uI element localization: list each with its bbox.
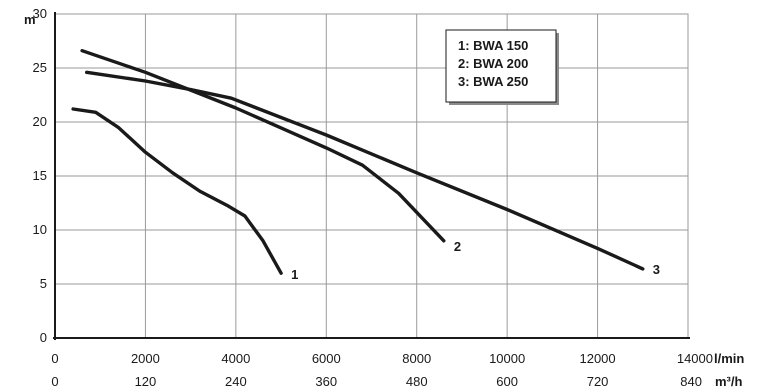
y-tick-label: 5	[40, 276, 47, 291]
x2-tick-label: 480	[406, 374, 428, 389]
curve-label-2: 2	[454, 239, 461, 254]
y-tick-label: 25	[33, 60, 47, 75]
curve-1	[71, 107, 283, 275]
x-tick-label: 4000	[221, 351, 250, 366]
x2-tick-label: 840	[680, 374, 702, 389]
x2-tick-labels: 0 120 240 360 480 600 720 840	[51, 374, 702, 389]
y-tick-label: 0	[40, 330, 47, 345]
x-tick-label: 14000	[677, 351, 713, 366]
legend-entry: 2: BWA 200	[458, 56, 528, 71]
y-tick-label: 20	[33, 114, 47, 129]
y-axis-unit: m	[24, 12, 36, 27]
x2-tick-label: 120	[135, 374, 157, 389]
curve-label-1: 1	[291, 267, 298, 282]
x2-axis-unit: m³/h	[715, 374, 743, 389]
legend: 1: BWA 150 2: BWA 200 3: BWA 250	[445, 29, 559, 105]
curve-3	[85, 70, 645, 271]
x-axis-unit: l/min	[714, 351, 744, 366]
axes	[53, 12, 690, 340]
y-tick-label: 10	[33, 222, 47, 237]
x-tick-label: 10000	[489, 351, 525, 366]
grid	[55, 13, 689, 338]
x-tick-label: 0	[51, 351, 58, 366]
x-tick-label: 12000	[579, 351, 615, 366]
x2-tick-label: 720	[587, 374, 609, 389]
x-tick-label: 2000	[131, 351, 160, 366]
legend-entry: 1: BWA 150	[458, 38, 528, 53]
y-tick-label: 15	[33, 168, 47, 183]
curve-2	[80, 49, 446, 243]
curves: 1 2 3	[71, 49, 660, 282]
x2-tick-label: 0	[51, 374, 58, 389]
x-tick-label: 6000	[312, 351, 341, 366]
legend-entry: 3: BWA 250	[458, 74, 528, 89]
y-tick-label: 30	[33, 6, 47, 21]
x2-tick-label: 360	[315, 374, 337, 389]
y-tick-labels: 0 5 10 15 20 25 30	[33, 6, 47, 345]
x-tick-label: 8000	[402, 351, 431, 366]
curve-label-3: 3	[653, 262, 660, 277]
x2-tick-label: 240	[225, 374, 247, 389]
x-tick-labels: 0 2000 4000 6000 8000 10000 12000 14000	[51, 351, 713, 366]
x2-tick-label: 600	[496, 374, 518, 389]
legend-box	[445, 29, 557, 103]
